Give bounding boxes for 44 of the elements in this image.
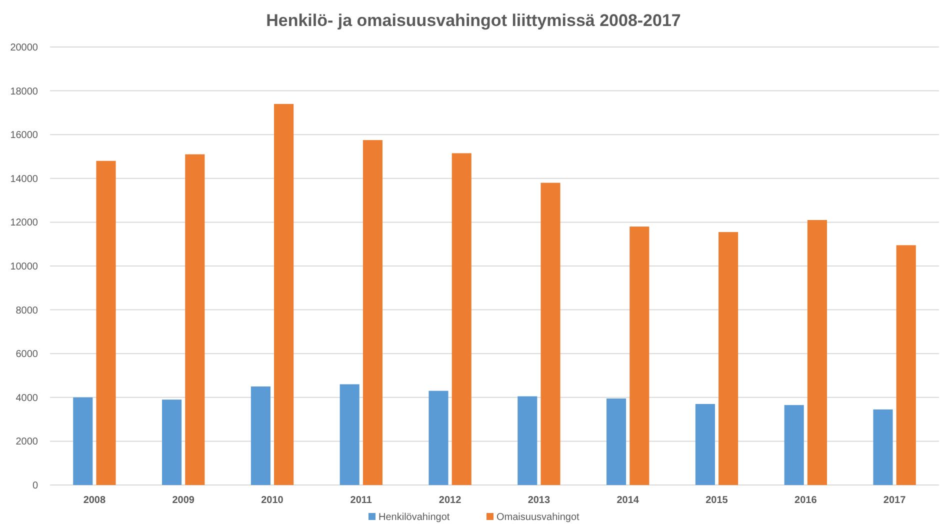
y-tick-label: 12000 [10,218,38,229]
bar [185,154,205,485]
bar [873,409,893,485]
x-tick-label: 2009 [172,495,195,506]
bar [362,140,382,485]
y-tick-label: 18000 [10,86,38,98]
bar [73,397,93,485]
bar [540,182,560,485]
y-tick-label: 20000 [10,42,38,54]
bar [96,160,116,485]
x-tick-label: 2008 [83,495,106,506]
y-tick-label: 6000 [16,349,38,360]
x-tick-label: 2010 [261,495,284,506]
bar [162,400,182,485]
bar [274,104,294,485]
y-tick-label: 2000 [16,436,38,448]
bar [340,384,360,485]
bar [630,226,650,485]
x-tick-label: 2017 [883,495,906,506]
y-tick-label: 4000 [16,392,38,404]
x-tick-label: 2012 [438,495,462,506]
y-tick-label: 10000 [10,262,38,272]
x-tick-label: 2016 [794,495,818,506]
bar [695,404,715,485]
legend-label: Henkilövahingot [378,512,450,523]
bar [250,386,270,485]
bar [718,232,738,485]
x-tick-label: 2013 [528,495,551,506]
bar [606,398,626,485]
y-tick-label: 16000 [10,130,38,142]
y-tick-label: 14000 [10,174,38,185]
chart-title: Henkilö- ja omaisuusvahingot liittymissä 2008-2017 [266,11,681,30]
y-tick-label: 8000 [16,305,38,316]
bar [428,390,448,485]
y-tick-label: 0 [32,480,38,492]
bar [807,220,827,485]
legend-label: Omaisuusvahingot [496,512,580,523]
bar [452,153,472,485]
x-tick-label: 2011 [350,495,372,506]
bar [518,396,538,485]
x-tick-label: 2014 [616,495,640,506]
x-tick-label: 2015 [706,495,728,506]
bar [784,405,804,485]
bar [896,245,916,485]
